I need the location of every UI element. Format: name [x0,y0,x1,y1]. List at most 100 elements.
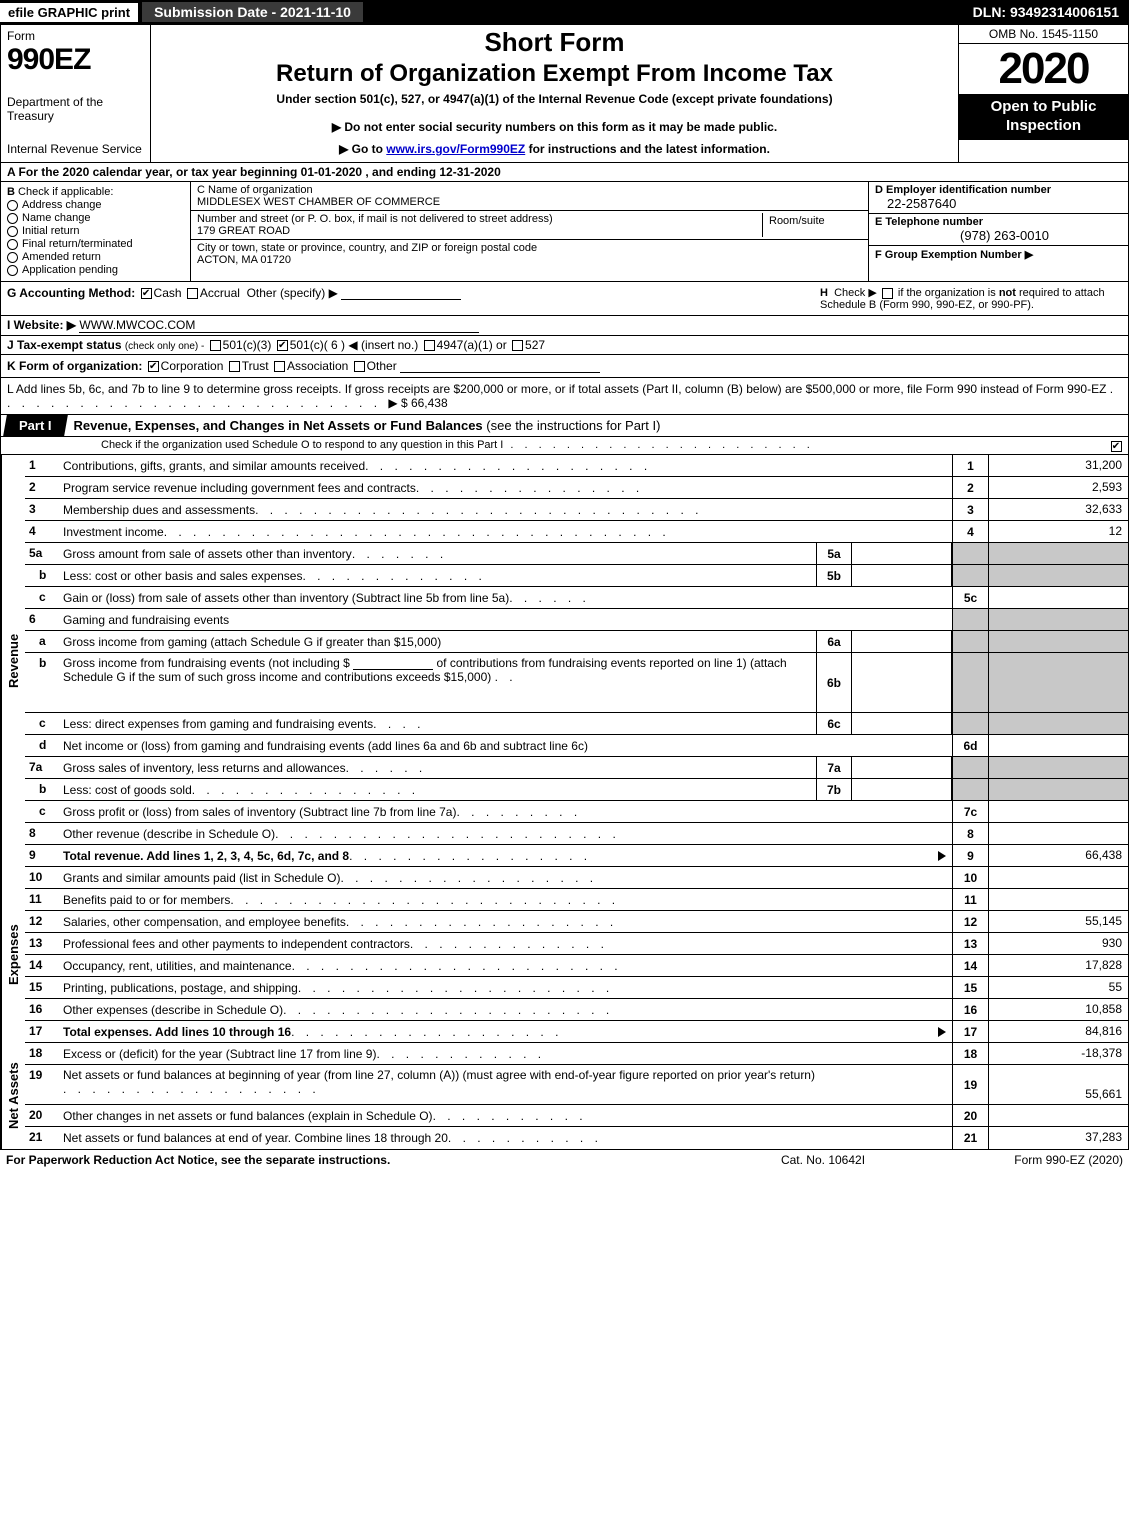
check-schedule-o[interactable] [1111,441,1122,452]
check-501c3[interactable] [210,340,221,351]
part-i-header: Part I Revenue, Expenses, and Changes in… [1,415,1128,437]
check-527[interactable] [512,340,523,351]
mid-val[interactable] [852,565,952,586]
line-no: 9 [25,845,61,866]
line-desc: Gross profit or (loss) from sales of inv… [63,805,456,819]
k-other: Other [367,359,397,373]
line-desc: Other changes in net assets or fund bala… [63,1109,433,1123]
mid-val[interactable] [852,757,952,778]
line-3: 3 Membership dues and assessments . . . … [25,499,1128,521]
goto-post: for instructions and the latest informat… [525,142,770,156]
line-desc: Contributions, gifts, grants, and simila… [63,459,365,473]
topbar: efile GRAPHIC print Submission Date - 20… [0,0,1129,24]
check-label: Initial return [22,225,79,237]
other-org-input[interactable] [400,359,600,373]
line-no: 1 [25,455,61,476]
check-4947[interactable] [424,340,435,351]
line-20: 20 Other changes in net assets or fund b… [25,1105,1128,1127]
line-14: 14 Occupancy, rent, utilities, and maint… [25,955,1128,977]
dln: DLN: 93492314006151 [963,2,1129,22]
netassets-label: Net Assets [1,1043,25,1149]
goto-link[interactable]: www.irs.gov/Form990EZ [386,142,525,156]
line-desc: Occupancy, rent, utilities, and maintena… [63,959,292,973]
form-header: Form 990EZ Department of the Treasury In… [1,25,1128,163]
mid-val[interactable] [852,543,952,564]
j-527: 527 [525,338,545,352]
check-other-org[interactable] [354,361,365,372]
line-rno: 8 [952,823,988,844]
line-5c: c Gain or (loss) from sale of assets oth… [25,587,1128,609]
other-specify-input[interactable] [341,286,461,300]
line-value: -18,378 [988,1043,1128,1064]
check-name-change[interactable] [7,213,18,224]
line-value: 55,661 [988,1065,1128,1104]
mid-no: 5b [816,565,852,586]
section-f: F Group Exemption Number ▶ [869,246,1128,281]
line-rno: 12 [952,911,988,932]
line-no: 6 [25,609,61,630]
contrib-amount-input[interactable] [353,656,433,670]
check-initial-return[interactable] [7,226,18,237]
k-assoc: Association [287,359,348,373]
line-13: 13 Professional fees and other payments … [25,933,1128,955]
line-rno [952,543,988,564]
check-501c[interactable] [277,340,288,351]
line-6b: b Gross income from fundraising events (… [25,653,1128,713]
addr-label: Number and street (or P. O. box, if mail… [197,213,762,225]
line-rno: 21 [952,1127,988,1149]
line-8: 8 Other revenue (describe in Schedule O)… [25,823,1128,845]
check-label: Final return/terminated [22,238,133,250]
mid-val[interactable] [852,779,952,800]
line-desc: Benefits paid to or for members [63,893,230,907]
mid-no: 6b [816,653,852,712]
cash-label: Cash [154,286,182,300]
goto-line: ▶ Go to www.irs.gov/Form990EZ for instru… [159,142,950,156]
line-value [988,735,1128,756]
k-label: K Form of organization: [7,359,142,373]
line-desc: Net assets or fund balances at end of ye… [63,1131,448,1145]
line-value: 66,438 [988,845,1128,866]
check-label: Name change [22,212,91,224]
line-no: 20 [25,1105,61,1126]
goto-pre: ▶ Go to [339,142,386,156]
check-address-change[interactable] [7,200,18,211]
j-label: J Tax-exempt status [7,338,122,352]
check-corporation[interactable] [148,361,159,372]
line-value: 17,828 [988,955,1128,976]
line-no: 18 [25,1043,61,1064]
line-rno: 9 [952,845,988,866]
line-desc: Less: direct expenses from gaming and fu… [63,717,373,731]
line-value: 930 [988,933,1128,954]
check-trust[interactable] [229,361,240,372]
revenue-section: Revenue 1 Contributions, gifts, grants, … [1,455,1128,867]
check-h[interactable] [882,288,893,299]
form-container: Form 990EZ Department of the Treasury In… [0,24,1129,1150]
line-value: 2,593 [988,477,1128,498]
line-a: A For the 2020 calendar year, or tax yea… [1,163,1128,182]
mid-no: 6a [816,631,852,652]
check-cash[interactable] [141,288,152,299]
efile-print-label[interactable]: efile GRAPHIC print [0,3,138,22]
line-desc: Gain or (loss) from sale of assets other… [63,591,509,605]
mid-val[interactable] [852,713,952,734]
page-footer: For Paperwork Reduction Act Notice, see … [0,1150,1129,1170]
line-desc: Professional fees and other payments to … [63,937,410,951]
line-l: L Add lines 5b, 6c, and 7b to line 9 to … [1,378,1128,415]
line-no: c [25,713,61,734]
mid-val[interactable] [852,631,952,652]
accrual-label: Accrual [200,286,240,300]
line-value: 10,858 [988,999,1128,1020]
expenses-label: Expenses [1,867,25,1043]
k-trust: Trust [242,359,269,373]
i-label: I Website: ▶ [7,318,76,332]
line-value: 32,633 [988,499,1128,520]
check-application-pending[interactable] [7,265,18,276]
check-association[interactable] [274,361,285,372]
mid-val[interactable] [852,653,952,712]
check-amended-return[interactable] [7,252,18,263]
line-rno: 6d [952,735,988,756]
mid-no: 5a [816,543,852,564]
check-accrual[interactable] [187,288,198,299]
part-i-tab: Part I [3,415,67,436]
check-final-return[interactable] [7,239,18,250]
